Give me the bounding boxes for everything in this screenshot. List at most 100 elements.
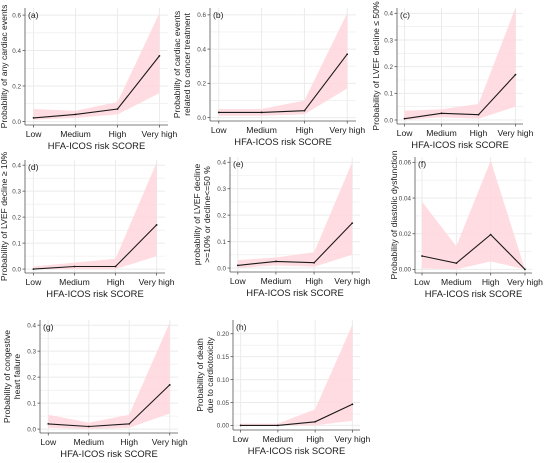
y-tick-label: 0.4 <box>12 48 21 55</box>
x-tick-label: Medium <box>263 434 294 444</box>
y-tick-label: 0.10 <box>217 377 230 384</box>
panel-a: 0.0 0.2 0.4 0.6 Low Medium High Very highHFA-IC… <box>0 5 178 151</box>
y-tick-label: 0.2 <box>27 374 36 381</box>
data-point <box>260 111 263 114</box>
y-tick-label: 0.3 <box>12 188 21 195</box>
x-tick-label: High <box>107 277 125 287</box>
x-tick-label: High <box>120 437 138 447</box>
data-point <box>489 233 492 236</box>
confidence-band <box>422 160 525 270</box>
x-tick-label: High <box>296 125 314 135</box>
y-tick-label: 0.2 <box>197 81 206 88</box>
x-axis-title: HFA-ICOS risk SCORE <box>248 445 345 456</box>
data-point <box>403 117 406 120</box>
data-point <box>421 255 423 257</box>
y-tick-label: 0.4 <box>197 46 206 53</box>
x-tick-label: Medium <box>59 277 90 287</box>
panel-label: (e) <box>233 159 244 169</box>
y-tick-label: 0.2 <box>384 64 393 71</box>
panel-h: 0.00 0.05 0.10 0.15 0.20 Low Medium High Very hi… <box>195 320 371 456</box>
data-point <box>217 111 220 114</box>
y-tick-label: 0.6 <box>197 12 206 19</box>
y-tick-label: 0.3 <box>384 37 393 44</box>
x-tick-label: High <box>470 128 488 138</box>
x-tick-label: High <box>109 129 127 139</box>
x-tick-label: Low <box>211 125 228 135</box>
x-tick-label: Medium <box>73 437 104 447</box>
x-tick-label: Low <box>26 129 43 139</box>
x-tick-label: Medium <box>261 276 292 286</box>
estimate-line <box>421 233 526 270</box>
data-point <box>158 54 161 57</box>
estimate-line <box>48 384 171 428</box>
x-tick-label: Low <box>40 437 57 447</box>
y-tick-label: 0.00 <box>217 423 230 430</box>
y-tick-label: 0.4 <box>384 11 393 18</box>
panel-f: 0.00 0.02 0.04 0.06 Low Medium High Very highHF… <box>389 150 543 299</box>
data-point <box>32 117 35 119</box>
data-point <box>32 268 35 271</box>
data-point <box>351 403 354 406</box>
data-point <box>239 424 242 427</box>
x-axis-title: HFA-ICOS risk SCORE <box>234 136 331 147</box>
y-axis-title: Probability of cardiac events <box>172 11 182 118</box>
x-tick-label: Very high <box>141 129 177 139</box>
data-point <box>155 224 158 226</box>
panel-label: (d) <box>28 162 39 172</box>
data-point <box>313 261 315 264</box>
x-tick-label: Low <box>414 277 431 287</box>
estimate-line <box>404 74 516 120</box>
x-tick-label: Low <box>397 128 414 138</box>
panel-label: (a) <box>28 10 39 20</box>
data-point <box>314 420 317 423</box>
data-point <box>276 424 279 427</box>
panel-label: (c) <box>400 10 410 20</box>
y-axis-title: Probability of congestive <box>2 330 12 423</box>
estimate-line <box>33 224 157 270</box>
x-tick-label: High <box>306 434 324 444</box>
x-axis-title: HFA-ICOS risk SCORE <box>46 288 143 299</box>
panel-label: (f) <box>418 159 426 169</box>
x-tick-label: Medium <box>60 129 91 139</box>
x-tick-label: Medium <box>441 277 472 287</box>
y-tick-label: 0.6 <box>12 12 21 19</box>
x-axis-title: HFA-ICOS risk SCORE <box>60 448 157 459</box>
y-tick-label: 0.0 <box>217 265 226 272</box>
y-tick-label: 0.0 <box>27 426 36 433</box>
y-tick-label: 0.04 <box>399 195 412 202</box>
data-point <box>47 423 50 425</box>
x-tick-label: Medium <box>246 125 277 135</box>
panel-g: 0.0 0.1 0.2 0.3 0.4 Low Medium High Very highHFA… <box>2 320 188 459</box>
data-point <box>303 109 306 112</box>
data-point <box>128 423 131 425</box>
data-point <box>236 264 239 267</box>
y-tick-label: 0.2 <box>12 214 21 221</box>
x-tick-label: Low <box>230 276 247 286</box>
data-point <box>455 262 458 265</box>
estimate-line <box>237 222 353 266</box>
confidence-band <box>237 162 353 268</box>
y-tick-label: 0.3 <box>27 348 36 355</box>
y-tick-label: 0.1 <box>12 240 21 247</box>
y-tick-label: 0.4 <box>12 162 21 169</box>
y-tick-label: 0.20 <box>217 331 230 338</box>
panel-e: 0.0 0.1 0.2 0.3 0.4 Low Medium High Very highHFA… <box>192 157 370 298</box>
estimate-line <box>218 53 348 113</box>
x-axis-title: HFA-ICOS risk SCORE <box>425 288 522 299</box>
y-tick-label: 0.4 <box>217 160 226 167</box>
x-tick-label: Very high <box>507 277 543 287</box>
panel-label: (g) <box>43 322 54 332</box>
x-tick-label: Medium <box>426 128 457 138</box>
estimate-line <box>33 55 160 119</box>
y-tick-label: 0.0 <box>12 119 21 126</box>
x-tick-label: Very high <box>334 434 370 444</box>
confidence-band <box>33 162 157 270</box>
confidence-band <box>404 8 516 120</box>
y-tick-label: 0.02 <box>399 231 412 238</box>
y-axis-title: Probability of LVEF decline ≥ 10% <box>0 152 9 282</box>
y-axis-title: Probability of LVEF decline ≤ 50% <box>371 1 381 131</box>
panel-d: 0.0 0.1 0.2 0.3 0.4 Low Medium High Very highHFA… <box>0 152 175 299</box>
data-point <box>477 113 480 116</box>
y-tick-label: 0.1 <box>27 400 36 407</box>
